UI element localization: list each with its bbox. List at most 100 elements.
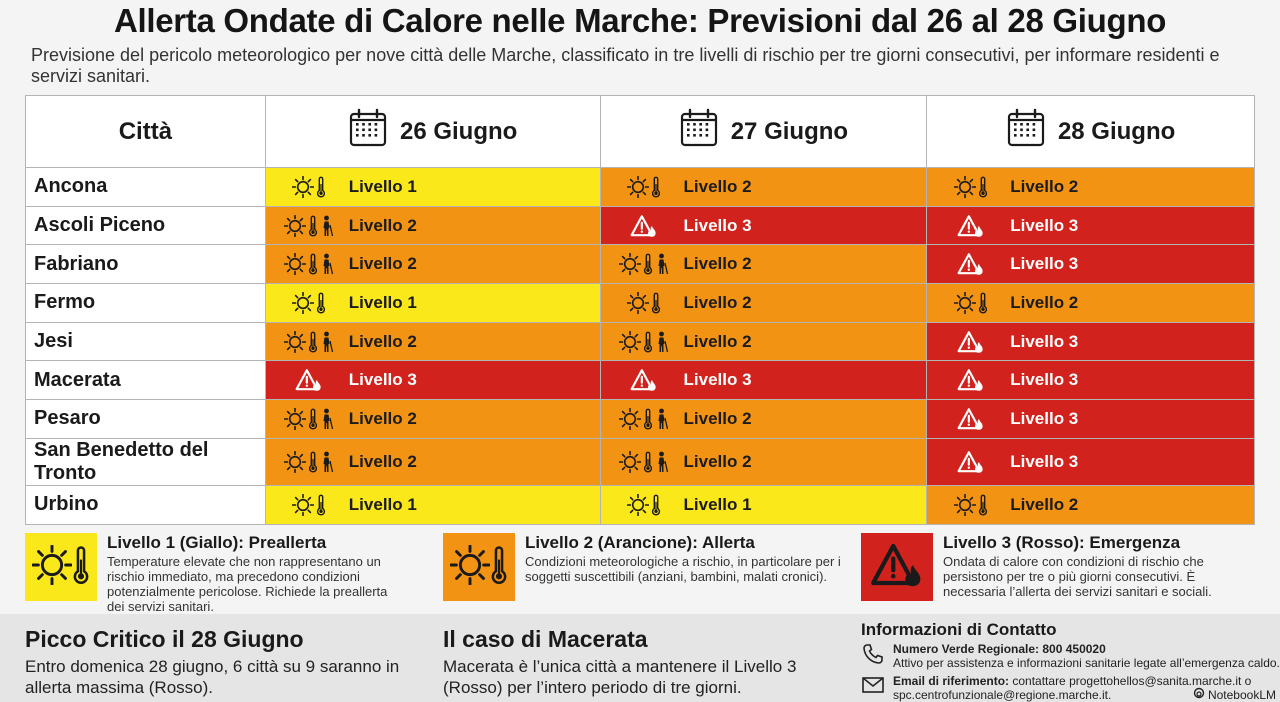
level-label: Livello 1 <box>348 292 417 312</box>
level-label: Livello 2 <box>683 408 752 428</box>
legend-title: Livello 2 (Arancione): Allerta <box>525 533 755 552</box>
level-label: Livello 3 <box>1010 408 1079 428</box>
sun-person-icon <box>607 450 682 473</box>
day-column-header: 27 Giugno <box>599 95 928 168</box>
level-cell: Livello 3 <box>926 244 1255 285</box>
email-contact: Email di riferimento: contattare progett… <box>861 674 1280 702</box>
level-cell: Livello 2 <box>926 167 1255 207</box>
peak-text: Entro domenica 28 giugno, 6 città su 9 s… <box>25 657 400 697</box>
level-label: Livello 2 <box>348 451 417 471</box>
level-label: Livello 3 <box>1010 215 1079 235</box>
mail-icon <box>861 674 885 702</box>
sun-thermometer-icon <box>443 533 515 601</box>
contact-title: Informazioni di Contatto <box>861 620 1057 639</box>
city-name: Fabriano <box>25 244 266 285</box>
warning-fire-icon <box>933 330 1008 354</box>
legend-level-3: Livello 3 (Rosso): Emergenza Ondata di c… <box>861 533 1253 601</box>
warning-fire-icon <box>933 407 1008 431</box>
table-row: San Benedetto del Tronto Livello 2 Livello… <box>25 437 1255 486</box>
level-cell: Livello 1 <box>264 484 601 525</box>
sun-person-icon <box>272 330 347 353</box>
calendar-icon <box>348 108 388 155</box>
level-cell: Livello 1 <box>599 484 928 525</box>
macerata-text: Macerata è l’unica città a mantenere il … <box>443 657 797 697</box>
city-name: Ascoli Piceno <box>25 205 266 246</box>
sun-thermometer-icon <box>272 175 347 198</box>
warning-fire-icon <box>933 368 1008 392</box>
table-row: Urbino Livello 1 Livello 1 Livello 2 <box>25 484 1255 525</box>
alert-table: Città 26 Giugno 27 Giugno 28 Giugno Anco… <box>25 95 1255 525</box>
sun-person-icon <box>272 253 347 276</box>
level-label: Livello 2 <box>348 254 417 274</box>
notebooklm-logo-icon <box>1193 687 1205 702</box>
sun-thermometer-icon <box>272 493 347 516</box>
level-cell: Livello 3 <box>926 321 1255 362</box>
sun-person-icon <box>272 450 347 473</box>
level-label: Livello 2 <box>348 215 417 235</box>
table-row: Fabriano Livello 2 Livello 2 Livello 3 <box>25 244 1255 285</box>
level-cell: Livello 2 <box>264 205 601 246</box>
sun-thermometer-icon <box>933 291 1008 314</box>
level-label: Livello 3 <box>1010 370 1079 390</box>
level-cell: Livello 2 <box>599 244 928 285</box>
level-label: Livello 2 <box>683 331 752 351</box>
sun-person-icon <box>607 253 682 276</box>
level-cell: Livello 2 <box>264 437 601 486</box>
legend-description: Condizioni meteorologiche a rischio, in … <box>525 554 841 584</box>
city-column-header: Città <box>25 95 266 168</box>
sun-thermometer-icon <box>933 175 1008 198</box>
warning-fire-icon <box>933 252 1008 276</box>
warning-fire-icon <box>933 214 1008 238</box>
level-cell: Livello 3 <box>926 399 1255 439</box>
level-label: Livello 3 <box>1010 254 1079 274</box>
city-name: San Benedetto del Tronto <box>25 437 266 486</box>
level-label: Livello 3 <box>1010 451 1079 471</box>
sun-thermometer-icon <box>933 493 1008 516</box>
table-row: Macerata Livello 3 Livello 3 Livello 3 <box>25 360 1255 401</box>
table-row: Ascoli Piceno Livello 2 Livello 3 Livello 3 <box>25 205 1255 246</box>
sun-thermometer-icon <box>607 175 682 198</box>
level-label: Livello 2 <box>348 408 417 428</box>
bottom-panel: Picco Critico il 28 Giugno Entro domenic… <box>0 614 1280 702</box>
level-cell: Livello 3 <box>926 205 1255 246</box>
level-cell: Livello 2 <box>599 437 928 486</box>
legend-title: Livello 3 (Rosso): Emergenza <box>943 533 1181 552</box>
level-label: Livello 2 <box>348 331 417 351</box>
warning-fire-icon <box>272 368 347 392</box>
level-cell: Livello 2 <box>264 244 601 285</box>
day-column-header: 28 Giugno <box>926 95 1255 168</box>
table-header-row: Città 26 Giugno 27 Giugno 28 Giugno <box>25 95 1255 168</box>
email-label: Email di riferimento: <box>893 674 1010 688</box>
legend-title: Livello 1 (Giallo): Preallerta <box>107 533 327 552</box>
sun-thermometer-icon <box>272 291 347 314</box>
phone-description: Attivo per assistenza e informazioni san… <box>893 656 1280 670</box>
level-cell: Livello 3 <box>264 360 601 401</box>
level-label: Livello 2 <box>683 176 752 196</box>
phone-label: Numero Verde Regionale: 800 450020 <box>893 642 1106 656</box>
legend-level-2: Livello 2 (Arancione): Allerta Condizion… <box>443 533 845 601</box>
city-name: Fermo <box>25 283 266 323</box>
phone-contact: Numero Verde Regionale: 800 450020 Attiv… <box>861 642 1280 671</box>
level-label: Livello 1 <box>348 176 417 196</box>
city-name: Urbino <box>25 484 266 525</box>
day-column-header: 26 Giugno <box>264 95 601 168</box>
table-row: Fermo Livello 1 Livello 2 Livello 2 <box>25 283 1255 323</box>
level-label: Livello 2 <box>1010 292 1079 312</box>
table-row: Jesi Livello 2 Livello 2 Livello 3 <box>25 321 1255 362</box>
level-cell: Livello 1 <box>264 167 601 207</box>
level-label: Livello 3 <box>683 370 752 390</box>
watermark: NotebookLM <box>1193 687 1276 702</box>
warning-fire-icon <box>933 450 1008 474</box>
sun-person-icon <box>272 214 347 237</box>
table-row: Pesaro Livello 2 Livello 2 Livello 3 <box>25 399 1255 439</box>
level-label: Livello 1 <box>348 494 417 514</box>
level-cell: Livello 2 <box>599 321 928 362</box>
level-label: Livello 2 <box>683 254 752 274</box>
email-addresses: contattare progettohellos@sanita.marche.… <box>893 674 1252 702</box>
sun-person-icon <box>607 330 682 353</box>
city-name: Jesi <box>25 321 266 362</box>
level-cell: Livello 2 <box>599 167 928 207</box>
level-cell: Livello 3 <box>599 360 928 401</box>
level-cell: Livello 3 <box>599 205 928 246</box>
sun-thermometer-icon <box>607 291 682 314</box>
